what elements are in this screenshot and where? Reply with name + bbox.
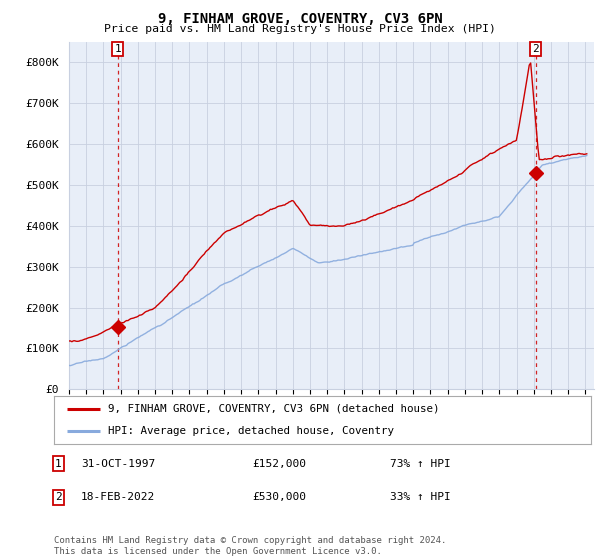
Text: 9, FINHAM GROVE, COVENTRY, CV3 6PN (detached house): 9, FINHAM GROVE, COVENTRY, CV3 6PN (deta… <box>108 404 439 414</box>
Text: 2: 2 <box>532 44 539 54</box>
Text: 33% ↑ HPI: 33% ↑ HPI <box>390 492 451 502</box>
Text: £152,000: £152,000 <box>252 459 306 469</box>
Text: HPI: Average price, detached house, Coventry: HPI: Average price, detached house, Cove… <box>108 426 394 436</box>
Text: Price paid vs. HM Land Registry's House Price Index (HPI): Price paid vs. HM Land Registry's House … <box>104 24 496 34</box>
Text: 9, FINHAM GROVE, COVENTRY, CV3 6PN: 9, FINHAM GROVE, COVENTRY, CV3 6PN <box>158 12 442 26</box>
Text: Contains HM Land Registry data © Crown copyright and database right 2024.
This d: Contains HM Land Registry data © Crown c… <box>54 536 446 556</box>
Text: 18-FEB-2022: 18-FEB-2022 <box>81 492 155 502</box>
Text: 2: 2 <box>55 492 62 502</box>
Text: 31-OCT-1997: 31-OCT-1997 <box>81 459 155 469</box>
Text: 73% ↑ HPI: 73% ↑ HPI <box>390 459 451 469</box>
Text: 1: 1 <box>115 44 121 54</box>
Text: 1: 1 <box>55 459 62 469</box>
Text: £530,000: £530,000 <box>252 492 306 502</box>
